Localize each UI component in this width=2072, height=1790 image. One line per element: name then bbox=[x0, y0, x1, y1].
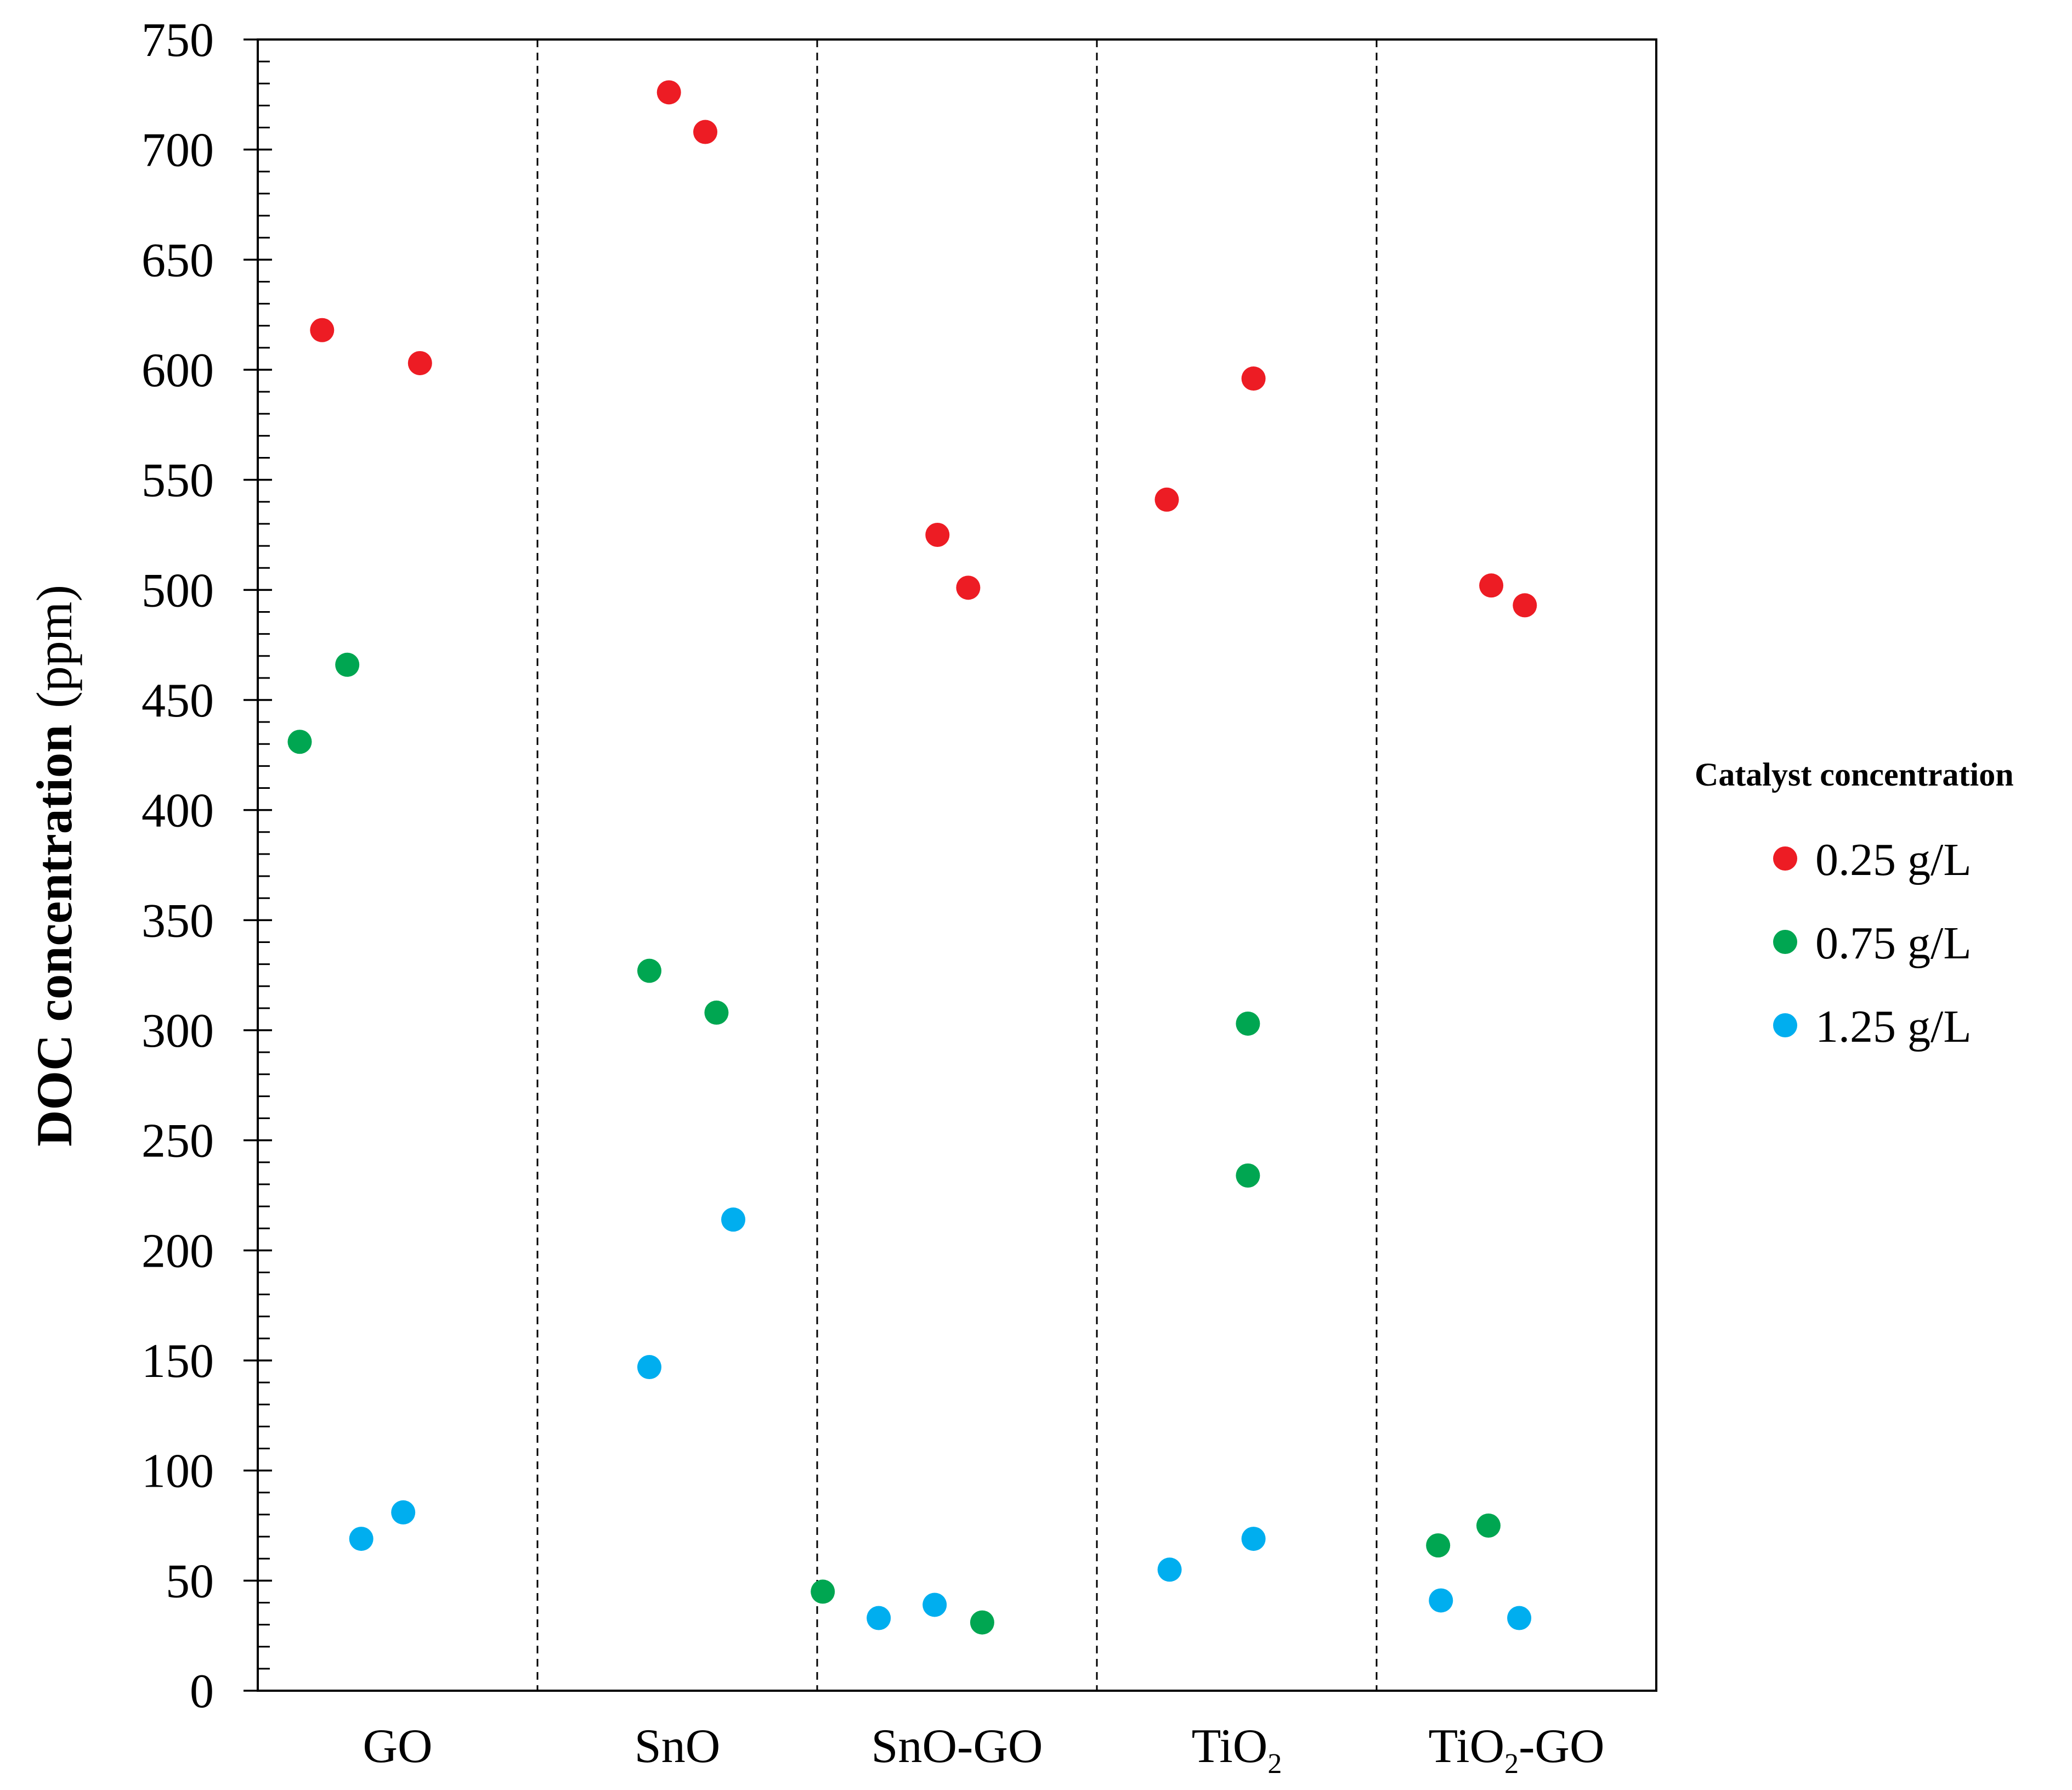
y-tick-label: 100 bbox=[141, 1445, 214, 1498]
data-point bbox=[1236, 1011, 1260, 1036]
data-point bbox=[1154, 487, 1179, 512]
y-tick-label: 750 bbox=[141, 14, 214, 67]
data-point bbox=[1157, 1557, 1182, 1582]
x-category-label: TiO2 bbox=[1192, 1720, 1282, 1780]
y-tick-label: 550 bbox=[141, 454, 214, 507]
plot-frame bbox=[257, 38, 1657, 1692]
data-point bbox=[287, 730, 312, 754]
data-point bbox=[656, 80, 681, 105]
y-tick-label: 150 bbox=[141, 1335, 214, 1388]
y-tick-label: 50 bbox=[166, 1555, 214, 1608]
y-tick-label: 700 bbox=[141, 124, 214, 177]
data-point bbox=[349, 1527, 373, 1551]
data-point bbox=[704, 1000, 729, 1025]
y-axis-unit: (ppm) bbox=[26, 585, 82, 708]
data-point bbox=[922, 1593, 947, 1617]
legend-title: Catalyst concentration bbox=[1695, 756, 2014, 793]
data-point bbox=[335, 652, 360, 677]
data-point bbox=[1241, 366, 1266, 391]
x-category-label: TiO2-GO bbox=[1428, 1720, 1604, 1780]
axis-layer: 0 50 100 150 200 250 300 350 400 450 500 550 600 650 7… bbox=[26, 14, 1657, 1780]
y-tick-label: 0 bbox=[190, 1665, 214, 1718]
x-category-label: GO bbox=[363, 1720, 432, 1773]
y-tick-label: 300 bbox=[141, 1004, 214, 1058]
legend-label: 0.75 g/L bbox=[1815, 918, 1972, 969]
x-category-label: SnO bbox=[635, 1720, 721, 1773]
data-point bbox=[956, 575, 981, 600]
data-point bbox=[1236, 1163, 1260, 1188]
y-tick-label: 650 bbox=[141, 234, 214, 287]
data-point bbox=[867, 1606, 891, 1630]
category-suffix: -GO bbox=[1519, 1720, 1604, 1773]
category-base-text: SnO bbox=[635, 1720, 721, 1773]
category-base-text: SnO-GO bbox=[871, 1720, 1043, 1773]
data-point bbox=[1429, 1588, 1453, 1613]
category-base-text: GO bbox=[363, 1720, 432, 1773]
data-point bbox=[1426, 1533, 1451, 1558]
category-subscript: 2 bbox=[1267, 1748, 1282, 1780]
data-point bbox=[1241, 1527, 1266, 1551]
data-point bbox=[1507, 1606, 1532, 1630]
data-point bbox=[970, 1610, 994, 1635]
category-base-text: TiO bbox=[1192, 1720, 1268, 1773]
y-tick-label: 500 bbox=[141, 564, 214, 617]
y-tick-label: 400 bbox=[141, 784, 214, 838]
y-tick-label: 250 bbox=[141, 1115, 214, 1168]
x-category-label: SnO-GO bbox=[871, 1720, 1043, 1773]
data-point bbox=[1513, 593, 1537, 618]
legend-marker bbox=[1773, 930, 1797, 954]
legend-marker bbox=[1773, 846, 1797, 871]
data-point bbox=[811, 1579, 835, 1604]
data-point bbox=[721, 1207, 745, 1232]
data-point bbox=[637, 958, 661, 983]
data-point bbox=[1479, 573, 1504, 598]
y-tick-label: 450 bbox=[141, 674, 214, 727]
legend-label: 0.25 g/L bbox=[1815, 834, 1972, 885]
y-axis-title-text: DOC concentration bbox=[26, 725, 82, 1147]
y-tick-label: 600 bbox=[141, 344, 214, 397]
data-point bbox=[407, 351, 432, 375]
legend-label: 1.25 g/L bbox=[1815, 1001, 1972, 1052]
data-point bbox=[637, 1355, 661, 1380]
y-axis-title: DOC concentration (ppm) bbox=[26, 585, 82, 1147]
data-point bbox=[693, 120, 717, 144]
data-point bbox=[925, 523, 950, 547]
category-subscript: 2 bbox=[1504, 1748, 1519, 1780]
data-points bbox=[287, 80, 1537, 1635]
y-tick-label: 200 bbox=[141, 1224, 214, 1278]
data-point bbox=[310, 318, 335, 342]
legend: Catalyst concentration 0.25 g/L 0.75 g/L 1.… bbox=[1695, 756, 2014, 1052]
data-point bbox=[1476, 1514, 1501, 1538]
y-tick-label: 350 bbox=[141, 894, 214, 947]
category-base-text: TiO bbox=[1428, 1720, 1504, 1773]
data-point bbox=[391, 1500, 416, 1524]
legend-marker bbox=[1773, 1013, 1797, 1037]
